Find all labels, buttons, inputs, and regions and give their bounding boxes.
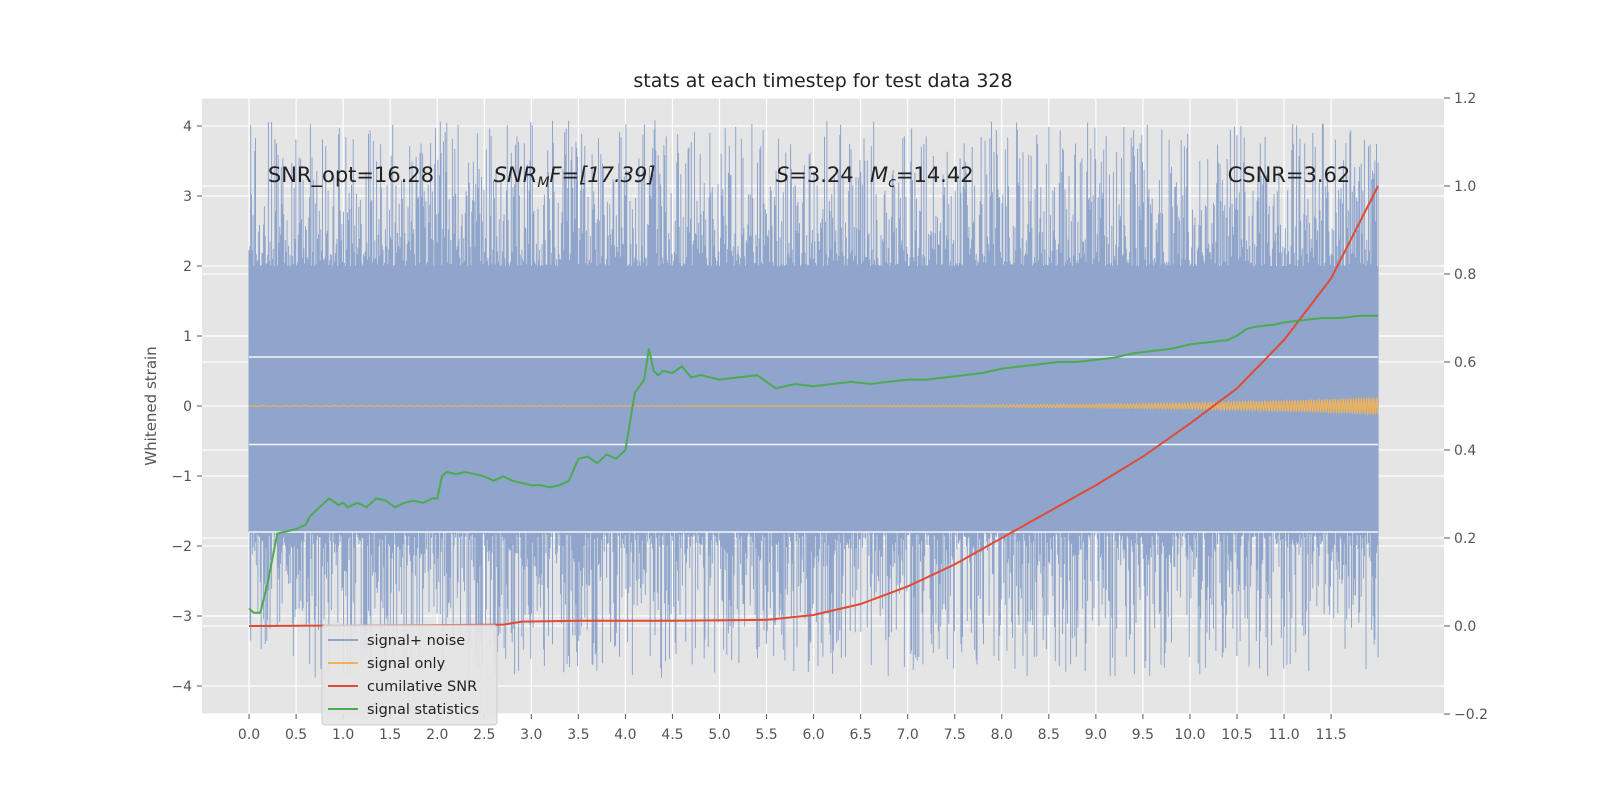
annotation-2: S=3.24 bbox=[776, 163, 854, 187]
legend: signal+ noise signal only cumilative SNR si… bbox=[321, 624, 498, 726]
annotation-3: Mc=14.42 bbox=[870, 163, 974, 191]
annotation-1: SNRMF=[17.39] bbox=[494, 163, 656, 191]
plot-area: SNR_opt=16.28 SNRMF=[17.39] S=3.24 Mc=14.42… bbox=[202, 97, 1444, 715]
y2-tick-label: 0.2 bbox=[1454, 531, 1476, 547]
x-tick-label: 9.0 bbox=[1085, 727, 1107, 743]
legend-label: signal+ noise bbox=[367, 633, 465, 649]
x-tick-label: 6.5 bbox=[850, 727, 872, 743]
annotations: SNR_opt=16.28 SNRMF=[17.39] S=3.24 Mc=14.42… bbox=[268, 163, 1350, 191]
y2-tick-label: 0.4 bbox=[1454, 443, 1476, 459]
x-tick-label: 11.0 bbox=[1268, 727, 1299, 743]
y-tick-label: 4 bbox=[183, 119, 192, 135]
y2-tick-label: 0.8 bbox=[1454, 267, 1476, 283]
y-axis-left: 4 3 2 1 0 −1 −2 −3 −4 bbox=[171, 119, 202, 695]
y2-tick-label: 0.6 bbox=[1454, 355, 1476, 371]
y-tick-label: 3 bbox=[183, 189, 192, 205]
x-tick-label: 5.0 bbox=[708, 727, 730, 743]
series-signal-statistics bbox=[248, 314, 1379, 614]
chart-title: stats at each timestep for test data 328 bbox=[633, 70, 1012, 92]
legend-label: signal statistics bbox=[367, 702, 479, 718]
y2-tick-label: 0.0 bbox=[1454, 619, 1476, 635]
y-tick-label: 0 bbox=[183, 399, 192, 415]
x-tick-label: 10.5 bbox=[1221, 727, 1252, 743]
series-signal-noise bbox=[248, 120, 1379, 678]
x-tick-label: 1.5 bbox=[379, 727, 401, 743]
x-tick-label: 8.5 bbox=[1038, 727, 1060, 743]
y2-tick-label: 1.2 bbox=[1454, 91, 1476, 107]
annotation-0: SNR_opt=16.28 bbox=[268, 163, 434, 188]
legend-label: signal only bbox=[367, 656, 446, 672]
y-tick-label: 1 bbox=[183, 329, 192, 345]
x-tick-label: 9.5 bbox=[1132, 727, 1154, 743]
x-tick-label: 6.0 bbox=[802, 727, 824, 743]
y-tick-label: −3 bbox=[171, 609, 192, 625]
y-tick-label: 2 bbox=[183, 259, 192, 275]
x-tick-label: 0.0 bbox=[238, 727, 260, 743]
y-tick-label: −2 bbox=[171, 539, 192, 555]
annotation-4: CSNR=3.62 bbox=[1228, 163, 1351, 187]
series-cumulative-snr bbox=[249, 185, 1380, 627]
x-tick-label: 8.0 bbox=[991, 727, 1013, 743]
legend-label: cumilative SNR bbox=[367, 679, 477, 695]
x-tick-label: 5.5 bbox=[755, 727, 777, 743]
y2-tick-label: −0.2 bbox=[1454, 707, 1488, 723]
x-tick-label: 2.0 bbox=[426, 727, 448, 743]
x-tick-label: 4.5 bbox=[661, 727, 683, 743]
x-axis: 0.0 0.5 1.0 1.5 2.0 2.5 3.0 3.5 4.0 4.5 5.0 5.5 6.0 6… bbox=[238, 714, 1347, 743]
x-tick-label: 7.5 bbox=[944, 727, 966, 743]
x-tick-label: 4.0 bbox=[614, 727, 636, 743]
y-axis-right: 1.2 1.0 0.8 0.6 0.4 0.2 0.0 −0.2 bbox=[1444, 91, 1488, 723]
noise-spikes bbox=[248, 120, 1379, 678]
x-tick-label: 2.5 bbox=[473, 727, 495, 743]
y-tick-label: −4 bbox=[171, 679, 192, 695]
y2-tick-label: 1.0 bbox=[1454, 179, 1476, 195]
series-signal-only bbox=[248, 396, 1379, 416]
y-axis-label: Whitened strain bbox=[142, 346, 160, 465]
x-tick-label: 1.0 bbox=[332, 727, 354, 743]
x-tick-label: 3.0 bbox=[520, 727, 542, 743]
x-tick-label: 0.5 bbox=[285, 727, 307, 743]
x-tick-label: 11.5 bbox=[1316, 727, 1347, 743]
x-tick-label: 10.0 bbox=[1174, 727, 1205, 743]
y-tick-label: −1 bbox=[171, 469, 192, 485]
x-tick-label: 7.0 bbox=[897, 727, 919, 743]
legend-box bbox=[321, 624, 498, 726]
x-tick-label: 3.5 bbox=[567, 727, 589, 743]
